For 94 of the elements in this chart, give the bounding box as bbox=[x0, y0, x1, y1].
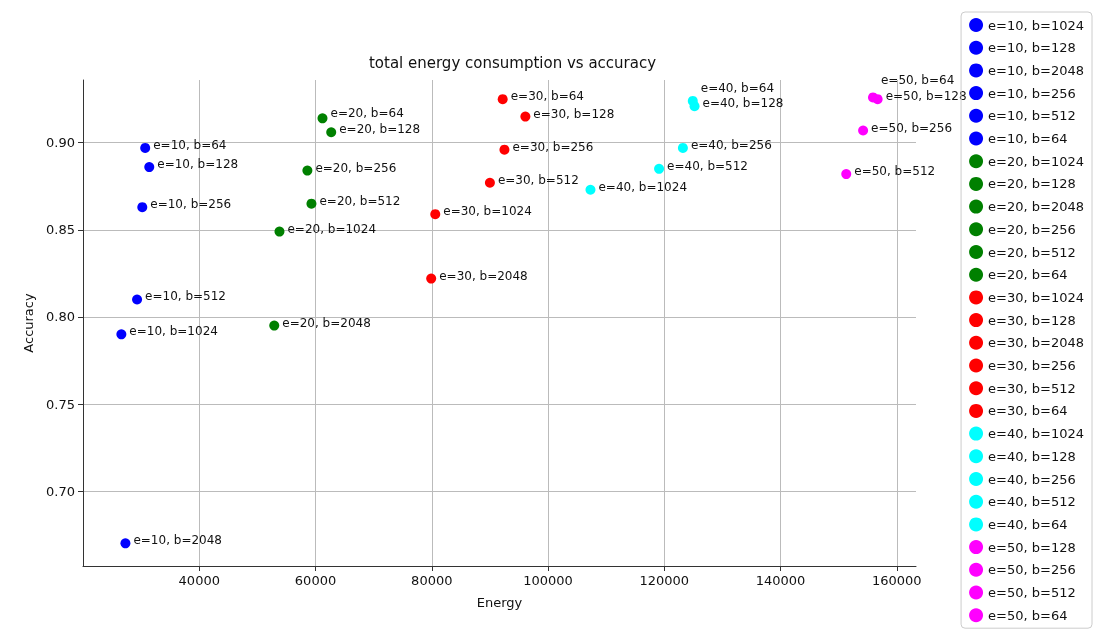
legend-label: e=40, b=1024 bbox=[988, 426, 1085, 442]
point bbox=[137, 202, 148, 213]
text: e=10, b=256 bbox=[150, 197, 232, 212]
y-axis-title: Accuracy bbox=[21, 293, 36, 353]
point bbox=[858, 125, 869, 136]
point bbox=[677, 142, 688, 153]
text: e=20, b=1024 bbox=[287, 221, 377, 236]
legend-label: e=50, b=128 bbox=[988, 539, 1076, 555]
x-tick-label: 60000 bbox=[294, 573, 337, 588]
y-tick-label: 0.80 bbox=[46, 309, 75, 325]
text: e=10, b=1024 bbox=[129, 324, 218, 339]
text: e=10, b=128 bbox=[157, 157, 239, 172]
legend-label: e=50, b=256 bbox=[988, 562, 1076, 578]
x-axis-title: Energy bbox=[476, 595, 523, 610]
point bbox=[326, 127, 337, 138]
legend-label: e=30, b=64 bbox=[988, 403, 1068, 419]
point bbox=[317, 113, 328, 124]
text: e=30, b=1024 bbox=[443, 204, 532, 219]
text: e=30, b=2048 bbox=[439, 268, 528, 283]
legend-label: e=10, b=2048 bbox=[988, 62, 1085, 78]
text: e=40, b=512 bbox=[667, 158, 748, 173]
text: e=40, b=256 bbox=[690, 137, 772, 152]
point bbox=[269, 320, 280, 331]
text: e=40, b=1024 bbox=[598, 179, 688, 194]
legend-label: e=10, b=512 bbox=[988, 108, 1076, 124]
point bbox=[426, 273, 437, 284]
legend-label: e=10, b=64 bbox=[988, 131, 1068, 146]
y-tick-label: 0.90 bbox=[46, 135, 75, 151]
text: e=10, b=64 bbox=[153, 137, 227, 152]
text: e=20, b=256 bbox=[315, 160, 397, 175]
text: e=30, b=128 bbox=[533, 106, 615, 121]
x-tick-label: 140000 bbox=[755, 573, 806, 588]
point bbox=[499, 144, 510, 155]
point bbox=[430, 209, 441, 220]
legend-label: e=20, b=1024 bbox=[988, 153, 1085, 169]
x-tick-label: 100000 bbox=[523, 573, 573, 588]
text: e=20, b=512 bbox=[319, 193, 401, 208]
text: e=50, b=128 bbox=[885, 89, 967, 104]
text: e=50, b=256 bbox=[871, 120, 953, 135]
point bbox=[484, 177, 495, 188]
text: e=30, b=64 bbox=[510, 89, 584, 104]
point bbox=[132, 294, 143, 305]
text: e=30, b=256 bbox=[512, 139, 594, 154]
legend-label: e=30, b=128 bbox=[988, 312, 1076, 328]
legend-label: e=10, b=1024 bbox=[988, 17, 1085, 33]
x-tick-label: 120000 bbox=[639, 573, 690, 588]
point bbox=[306, 198, 317, 209]
text: e=40, b=128 bbox=[702, 96, 784, 111]
y-tick-label: 0.75 bbox=[46, 396, 75, 412]
legend-label: e=20, b=64 bbox=[988, 267, 1068, 283]
legend-label: e=20, b=128 bbox=[988, 176, 1076, 192]
point bbox=[867, 92, 878, 103]
legend-label: e=30, b=512 bbox=[988, 380, 1076, 396]
text: e=20, b=2048 bbox=[282, 315, 371, 330]
text: e=20, b=128 bbox=[339, 122, 421, 137]
text: e=50, b=64 bbox=[880, 73, 955, 88]
legend-label: e=20, b=256 bbox=[988, 221, 1076, 237]
point bbox=[654, 163, 665, 174]
legend-label: e=30, b=256 bbox=[988, 358, 1076, 373]
x-tick-label: 40000 bbox=[178, 573, 220, 588]
point bbox=[116, 329, 127, 340]
text: e=40, b=64 bbox=[700, 80, 775, 95]
legend-label: e=30, b=2048 bbox=[988, 335, 1085, 351]
legend-label: e=20, b=2048 bbox=[988, 199, 1085, 215]
text: e=30, b=512 bbox=[497, 172, 579, 187]
legend-label: e=30, b=1024 bbox=[988, 289, 1085, 305]
x-tick-label: 80000 bbox=[411, 573, 453, 588]
point bbox=[687, 95, 698, 106]
point bbox=[841, 169, 852, 180]
text: e=20, b=64 bbox=[330, 106, 404, 121]
legend-label: e=40, b=256 bbox=[988, 471, 1076, 487]
point bbox=[585, 184, 596, 195]
legend-label: e=10, b=256 bbox=[988, 85, 1076, 101]
point bbox=[274, 226, 285, 237]
chart-title: total energy consumption vs accuracy bbox=[368, 53, 657, 72]
point bbox=[497, 94, 508, 105]
legend-label: e=10, b=128 bbox=[988, 40, 1076, 56]
legend-label: e=40, b=128 bbox=[988, 448, 1076, 464]
y-tick-label: 0.70 bbox=[46, 483, 75, 499]
y-tick-label: 0.85 bbox=[46, 222, 75, 238]
legend-label: e=50, b=512 bbox=[988, 585, 1076, 600]
x-tick-label: 160000 bbox=[872, 573, 922, 588]
point bbox=[144, 162, 155, 173]
text: e=50, b=512 bbox=[854, 164, 936, 179]
point bbox=[302, 165, 313, 176]
legend-label: e=50, b=64 bbox=[988, 607, 1068, 623]
point bbox=[140, 142, 151, 153]
text: e=10, b=2048 bbox=[133, 533, 222, 548]
point bbox=[120, 538, 131, 549]
legend-label: e=40, b=512 bbox=[988, 494, 1076, 510]
legend-label: e=40, b=64 bbox=[988, 516, 1068, 532]
text: e=10, b=512 bbox=[145, 289, 226, 304]
point bbox=[520, 111, 531, 122]
legend-label: e=20, b=512 bbox=[988, 244, 1076, 260]
